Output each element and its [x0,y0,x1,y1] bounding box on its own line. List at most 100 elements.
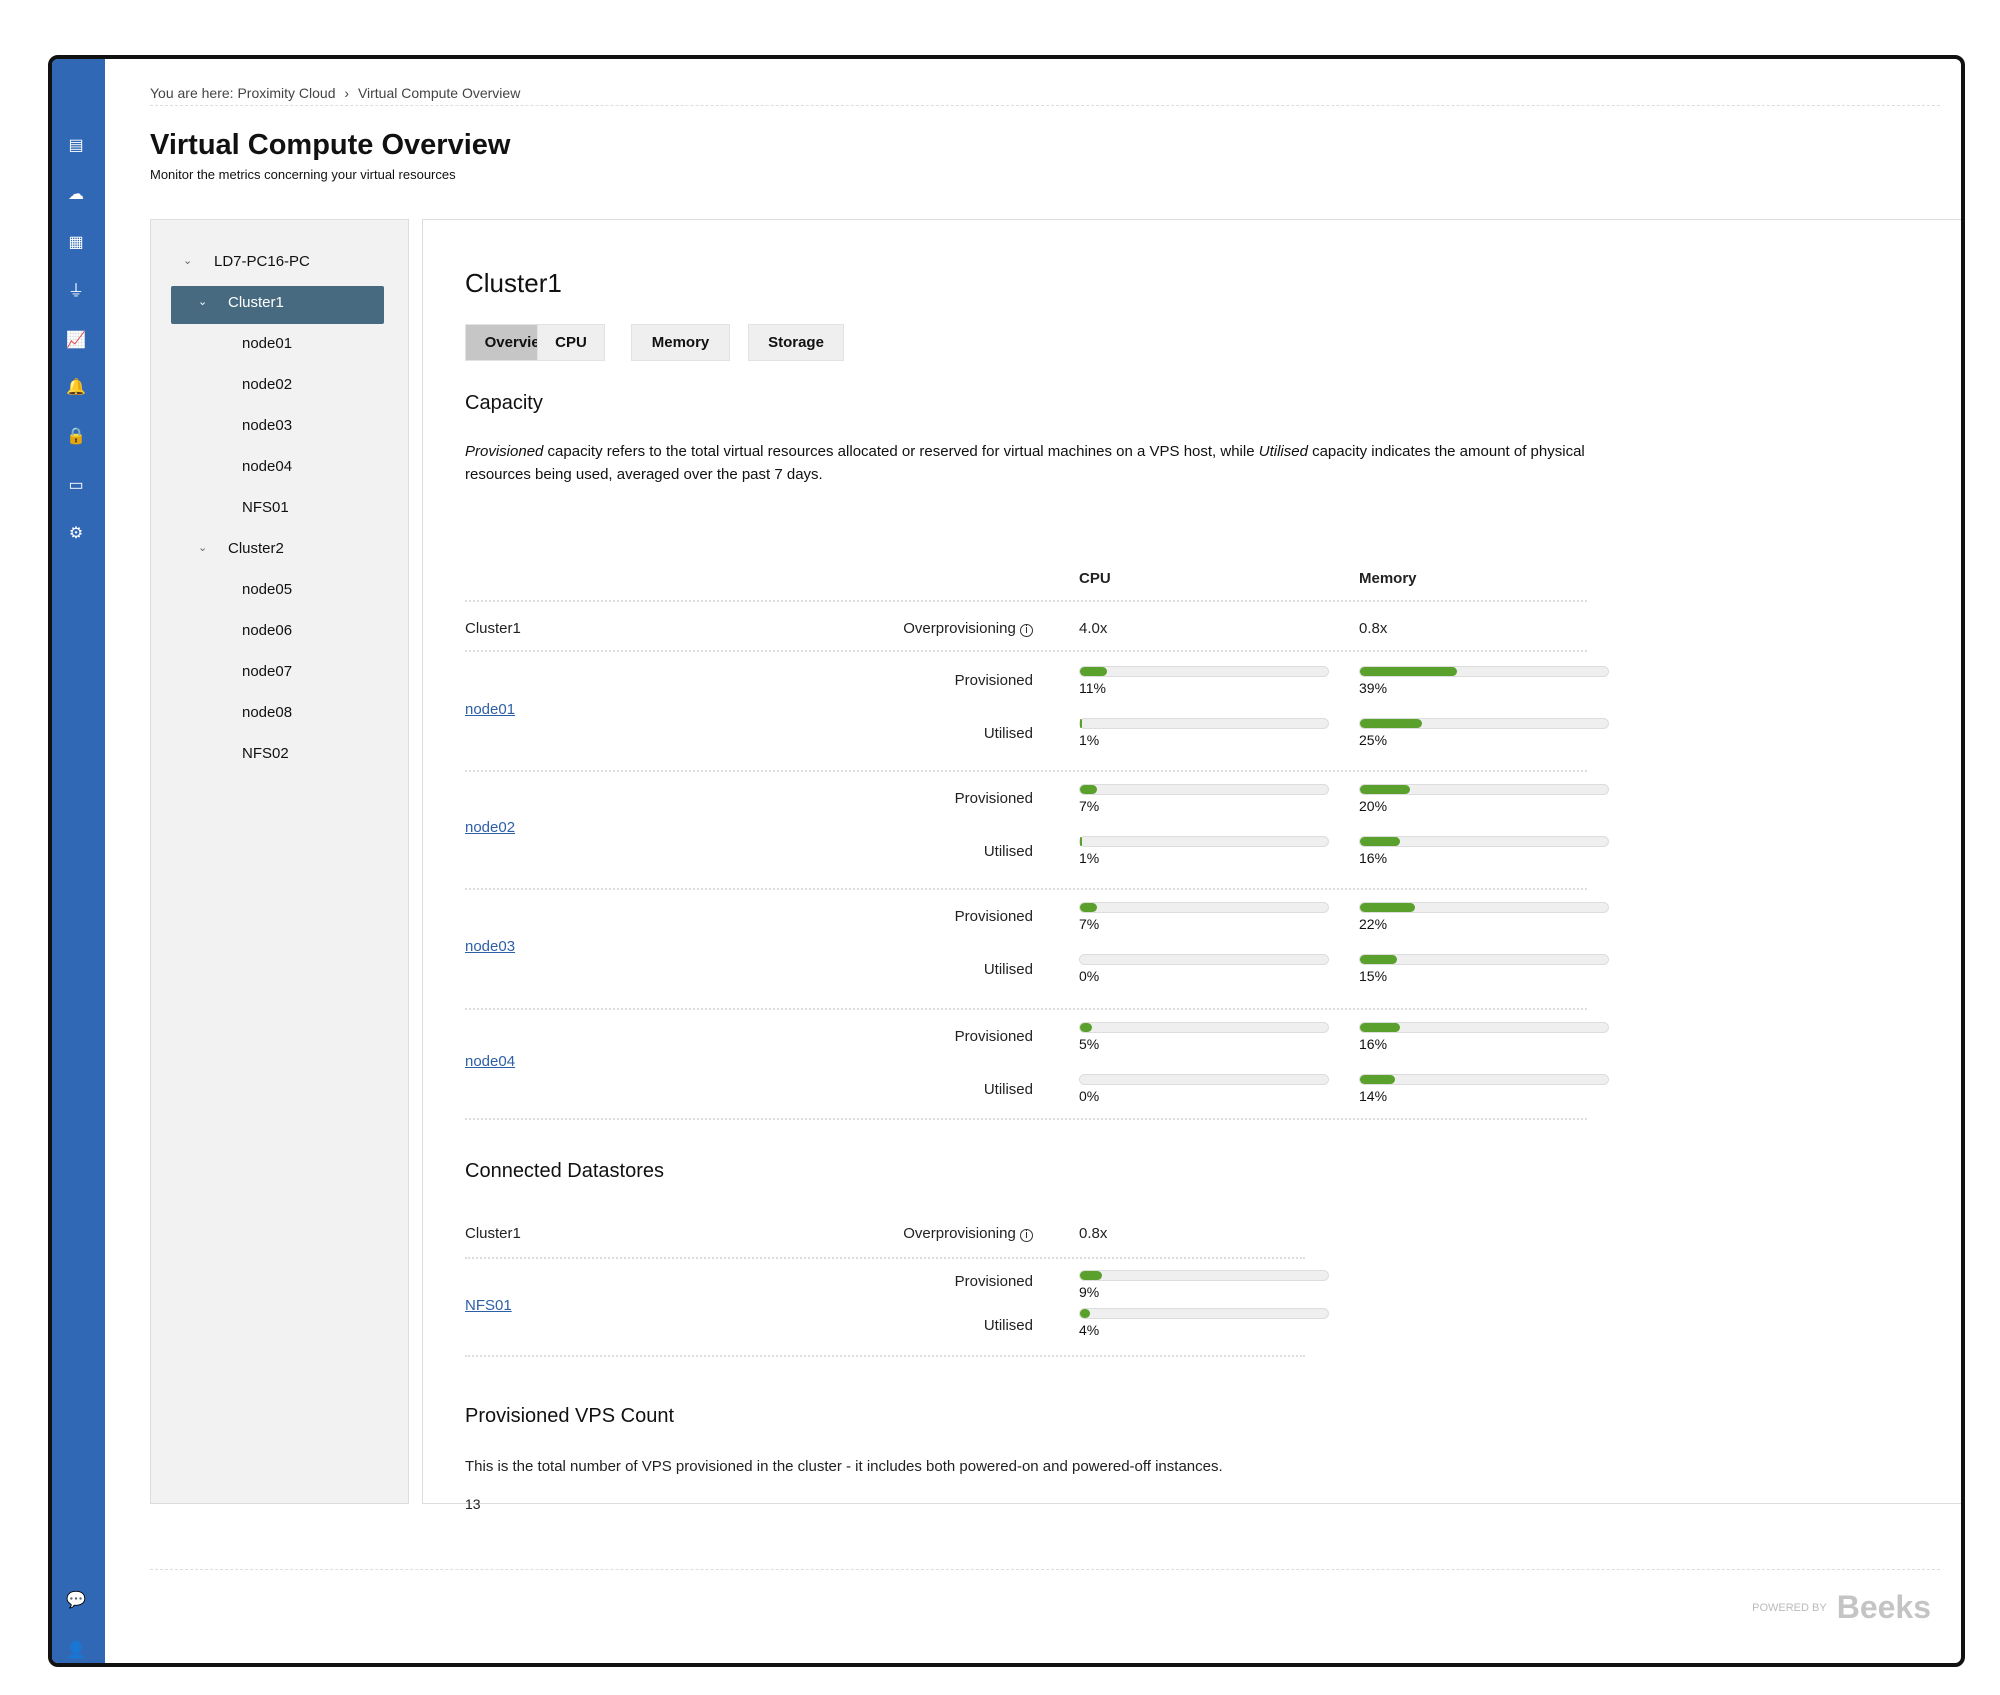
tree-item-node06[interactable]: node06 [242,622,293,639]
tree-item-node03[interactable]: node03 [242,417,293,434]
percent-node04-mem_util: 14% [1359,1088,1388,1104]
bar-node02-cpu_prov [1079,784,1329,795]
utilised-label: Utilised [983,1317,1033,1334]
node-link-node01[interactable]: node01 [465,701,516,718]
divider [465,650,1587,652]
powered-by: POWERED BY Beeks [1752,1589,1931,1626]
divider [150,105,1940,106]
provisioned-label: Provisioned [954,672,1033,689]
tab-cpu[interactable]: CPU [537,324,605,361]
provisioned-label: Provisioned [954,1273,1033,1290]
divider [465,1355,1305,1357]
tab-memory[interactable]: Memory [631,324,730,361]
ds-cluster-label: Cluster1 [465,1225,521,1242]
calendar-icon[interactable]: ▭ [68,477,84,494]
chart-icon[interactable]: 📈 [66,332,86,349]
tree-item-nfs02[interactable]: NFS02 [242,745,289,762]
powered-by-text: POWERED BY [1752,1601,1827,1614]
overprovisioning-label: Overprovisioning i [803,620,1033,637]
provisioned-label: Provisioned [954,790,1033,807]
bar-fill [1080,837,1083,846]
page-subtitle: Monitor the metrics concerning your virt… [150,167,456,182]
percent-node02-cpu_util: 1% [1079,850,1100,866]
breadcrumb-current: Virtual Compute Overview [357,85,521,101]
gear-icon[interactable]: ⚙ [68,525,84,542]
ds-overprovisioning-value: 0.8x [1079,1225,1108,1242]
tree-item-node08[interactable]: node08 [242,704,293,721]
sidebar: ▤ ☁ ▦ ⏚ 📈 🔔 🔒 ▭ ⚙ 💬 👤 [52,59,105,1663]
bar-fill [1080,1023,1093,1032]
bar-node03-cpu_util [1079,954,1329,965]
bar-node01-cpu_prov [1079,666,1329,677]
cluster-label: Cluster1 [465,620,521,637]
bar-fill [1080,903,1098,912]
tree-item-nfs01[interactable]: NFS01 [242,499,289,516]
bar-node02-cpu_util [1079,836,1329,847]
percent-node04-cpu_prov: 5% [1079,1036,1100,1052]
node-link-node03[interactable]: node03 [465,938,516,955]
tree-item-cluster1[interactable]: Cluster1 [228,294,284,311]
bar-node01-cpu_util [1079,718,1329,729]
tree-item-node07[interactable]: node07 [242,663,293,680]
bar-node04-cpu_prov [1079,1022,1329,1033]
bar-fill [1360,1023,1400,1032]
chevron-down-icon[interactable]: ⌄ [183,255,193,267]
bar-fill [1360,667,1457,676]
cpu-overprovisioning: 4.0x [1079,620,1108,637]
tree-item-node02[interactable]: node02 [242,376,293,393]
breadcrumb-prefix: You are here: [150,85,234,101]
em-provisioned: Provisioned [465,443,544,460]
resource-tree: ⌄ LD7-PC16-PC ⌄ Cluster1 node01 node02 node03 n… [150,219,409,1504]
node-link-node04[interactable]: node04 [465,1053,516,1070]
footer-divider [150,1569,1940,1570]
tree-item-selected-bg [171,286,384,324]
percent-node02-mem_util: 16% [1359,850,1388,866]
bar-node03-cpu_prov [1079,902,1329,913]
plug-icon[interactable]: ⏚ [67,283,84,300]
tab-storage[interactable]: Storage [748,324,844,361]
bar-fill [1080,667,1108,676]
bell-icon[interactable]: 🔔 [66,379,86,396]
tree-item-node01[interactable]: node01 [242,335,293,352]
percent-node04-cpu_util: 0% [1079,1088,1100,1104]
main-panel: Cluster1 Capacity Provisioned capacity r… [422,219,1961,1512]
divider [465,1257,1305,1259]
tree-item-node05[interactable]: node05 [242,581,293,598]
utilised-label: Utilised [983,843,1033,860]
divider [465,888,1587,890]
divider [465,1008,1587,1010]
percent-node03-cpu_prov: 7% [1079,916,1100,932]
percent-ds-prov: 9% [1079,1284,1100,1300]
tree-item-root[interactable]: LD7-PC16-PC [214,253,310,270]
chat-icon[interactable]: 💬 [66,1592,86,1609]
info-icon[interactable]: i [1020,1229,1033,1242]
chevron-down-icon[interactable]: ⌄ [198,296,208,308]
breadcrumb-proximity-cloud[interactable]: Proximity Cloud [237,85,336,101]
percent-node01-cpu_util: 1% [1079,732,1100,748]
tree-item-cluster2[interactable]: Cluster2 [228,540,284,557]
percent-node01-mem_prov: 39% [1359,680,1388,696]
server-icon[interactable]: ▦ [68,234,84,251]
desc-text-end: capacity indicates the amount of physica… [465,443,1585,483]
breadcrumb-separator: › [344,85,350,101]
cloud-icon[interactable]: ☁ [68,186,84,203]
datastore-link-nfs01[interactable]: NFS01 [465,1297,512,1314]
info-icon[interactable]: i [1020,624,1033,637]
percent-node01-mem_util: 25% [1359,732,1388,748]
bar-ds-prov [1079,1270,1329,1281]
chevron-down-icon[interactable]: ⌄ [198,542,208,554]
col-header-memory: Memory [1359,570,1417,587]
capacity-heading: Capacity [465,392,543,414]
beeks-logo: Beeks [1836,1589,1931,1625]
lock-icon[interactable]: 🔒 [66,428,86,445]
user-icon[interactable]: 👤 [66,1642,86,1659]
utilised-label: Utilised [983,725,1033,742]
provisioned-label: Provisioned [954,1028,1033,1045]
tree-item-node04[interactable]: node04 [242,458,293,475]
col-header-cpu: CPU [1079,570,1111,587]
bar-ds-util [1079,1308,1329,1319]
document-icon[interactable]: ▤ [68,137,84,154]
overprov-text: Overprovisioning [903,620,1016,637]
memory-overprovisioning: 0.8x [1359,620,1388,637]
node-link-node02[interactable]: node02 [465,819,516,836]
